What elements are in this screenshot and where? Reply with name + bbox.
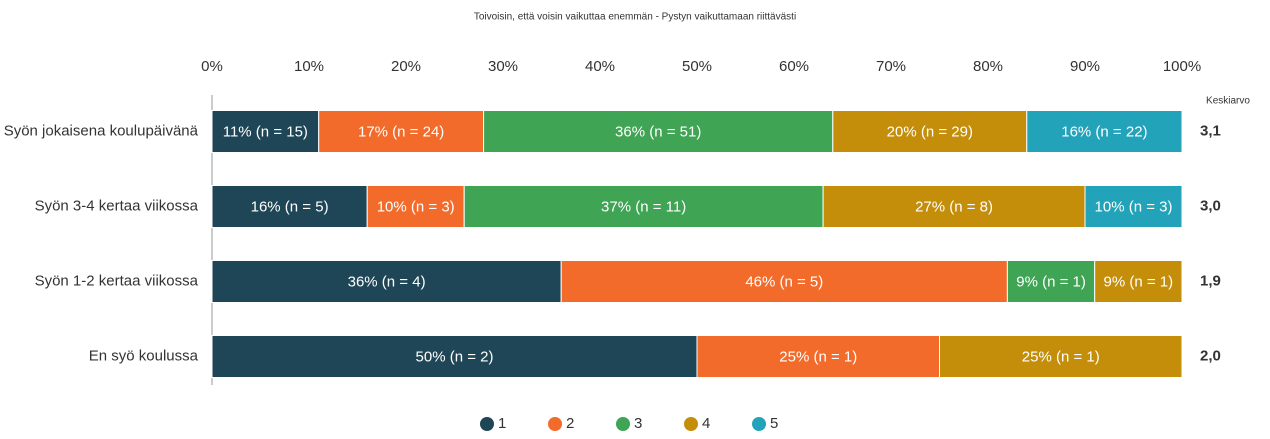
bar-segment [483, 110, 834, 153]
data-label: 10% (n = 3) [1095, 198, 1173, 215]
data-label: 46% (n = 5) [745, 273, 823, 290]
legend-label: 3 [634, 415, 642, 432]
y-tick-label: Syön 3-4 kertaa viikossa [35, 197, 199, 214]
data-label: 25% (n = 1) [1022, 348, 1100, 365]
mean-label: 1,9 [1200, 272, 1221, 289]
bar-segment [1094, 260, 1183, 303]
data-label: 17% (n = 24) [358, 123, 444, 140]
data-label: 50% (n = 2) [416, 348, 494, 365]
data-label: 25% (n = 1) [779, 348, 857, 365]
bar-segment [211, 185, 368, 228]
bar-segment [211, 335, 698, 378]
legend-swatch [752, 417, 766, 431]
x-tick-label: 70% [876, 58, 906, 75]
bar-segment [822, 185, 1086, 228]
mean-header: Keskiarvo [1206, 96, 1250, 107]
y-tick-label: En syö koulussa [89, 347, 199, 364]
legend-label: 5 [770, 415, 778, 432]
legend-label: 2 [566, 415, 574, 432]
mean-label: 3,1 [1200, 122, 1221, 139]
mean-label: 3,0 [1200, 197, 1221, 214]
data-label: 27% (n = 8) [915, 198, 993, 215]
chart-title: Toivoisin, että voisin vaikuttaa enemmän… [474, 12, 796, 23]
bar-segment [366, 185, 465, 228]
legend-swatch [548, 417, 562, 431]
data-label: 36% (n = 51) [615, 123, 701, 140]
x-tick-label: 20% [391, 58, 421, 75]
bar-segment [211, 110, 320, 153]
data-label: 37% (n = 11) [601, 198, 686, 215]
data-label: 16% (n = 22) [1061, 123, 1147, 140]
bar-segment [832, 110, 1028, 153]
data-label: 20% (n = 29) [887, 123, 973, 140]
x-tick-label: 10% [294, 58, 324, 75]
data-label: 9% (n = 1) [1104, 273, 1174, 290]
data-label: 36% (n = 4) [348, 273, 426, 290]
x-tick-label: 40% [585, 58, 615, 75]
legend-swatch [480, 417, 494, 431]
data-label: 10% (n = 3) [377, 198, 455, 215]
bar-segment [1084, 185, 1183, 228]
bar-segment [1006, 260, 1096, 303]
x-tick-label: 100% [1163, 58, 1201, 75]
bar-segment [939, 335, 1183, 378]
bar-segment [1026, 110, 1183, 153]
bar-segment [318, 110, 485, 153]
x-tick-label: 60% [779, 58, 809, 75]
x-tick-label: 80% [973, 58, 1003, 75]
bar-segment [211, 260, 562, 303]
x-tick-label: 90% [1070, 58, 1100, 75]
data-label: 16% (n = 5) [251, 198, 329, 215]
legend-label: 1 [498, 415, 506, 432]
y-tick-label: Syön jokaisena koulupäivänä [4, 122, 199, 139]
data-label: 11% (n = 15) [223, 123, 308, 140]
x-tick-label: 50% [682, 58, 712, 75]
x-tick-label: 0% [201, 58, 223, 75]
y-tick-label: Syön 1-2 kertaa viikossa [35, 272, 199, 289]
mean-label: 2,0 [1200, 347, 1221, 364]
bar-segment [560, 260, 1008, 303]
data-label: 9% (n = 1) [1016, 273, 1086, 290]
legend-swatch [684, 417, 698, 431]
legend-swatch [616, 417, 630, 431]
bar-segment [696, 335, 940, 378]
x-tick-label: 30% [488, 58, 518, 75]
legend-label: 4 [702, 415, 710, 432]
